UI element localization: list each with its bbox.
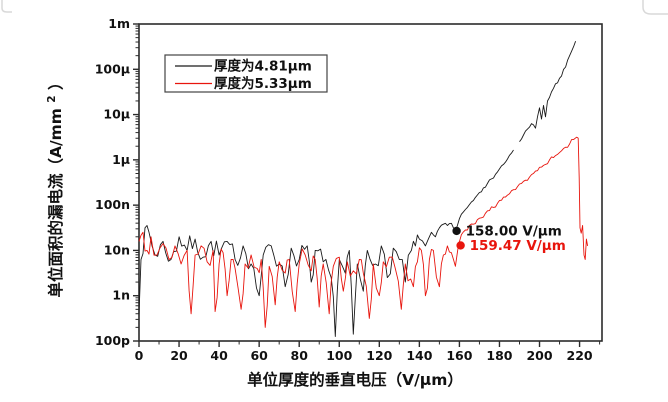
legend-box (164, 54, 328, 93)
x-tick-label: 100 (326, 348, 352, 363)
breakdown-marker (456, 241, 465, 250)
x-tick-label: 140 (406, 348, 432, 363)
x-tick-label: 220 (567, 348, 593, 363)
y-axis-label-superscript: 2 (46, 95, 58, 102)
y-tick-label: 10n (104, 242, 130, 257)
series-line (138, 136, 589, 328)
x-tick-label: 160 (446, 348, 472, 363)
y-axis-label: 单位面积的漏电流（A/mm 2 ） (41, 74, 65, 297)
x-tick-label: 20 (170, 348, 188, 363)
y-tick-label: 100p (95, 333, 130, 348)
y-tick-label: 1m (108, 16, 130, 31)
y-axis-label-close: ） (47, 74, 65, 90)
x-tick-label: 180 (486, 348, 512, 363)
axes: 0 20 40 60 80 100 120 140 160 180 200 220 1m 100μ 10μ 1… (95, 16, 603, 363)
y-tick-label: 100n (95, 197, 130, 212)
data-series (138, 41, 589, 337)
x-axis-label: 单位厚度的垂直电压（V/μm） (247, 370, 463, 389)
x-tick-label: 60 (250, 348, 268, 363)
x-tick-label: 40 (210, 348, 228, 363)
legend-label: 厚度为5.33μm (214, 75, 312, 92)
x-tick-label: 120 (366, 348, 392, 363)
y-tick-label: 1n (112, 288, 130, 303)
x-tick-label: 0 (135, 348, 144, 363)
y-tick-label: 10μ (103, 107, 130, 122)
container-corner-right (642, 0, 668, 15)
breakdown-label: 159.47 V/μm (470, 238, 566, 254)
plot-frame (138, 23, 603, 342)
breakdown-label: 158.00 V/μm (466, 223, 562, 239)
breakdown-marker (452, 226, 461, 236)
y-tick-label: 100μ (95, 61, 130, 76)
x-tick-label: 80 (291, 348, 309, 363)
x-tick-label: 200 (526, 348, 552, 363)
y-tick-label: 1μ (112, 152, 130, 167)
container-corner-left (1, 0, 12, 13)
series-line (138, 41, 577, 337)
legend-label: 厚度为4.81μm (214, 58, 312, 75)
y-axis-label-main: 单位面积的漏电流（A/mm (46, 108, 65, 297)
